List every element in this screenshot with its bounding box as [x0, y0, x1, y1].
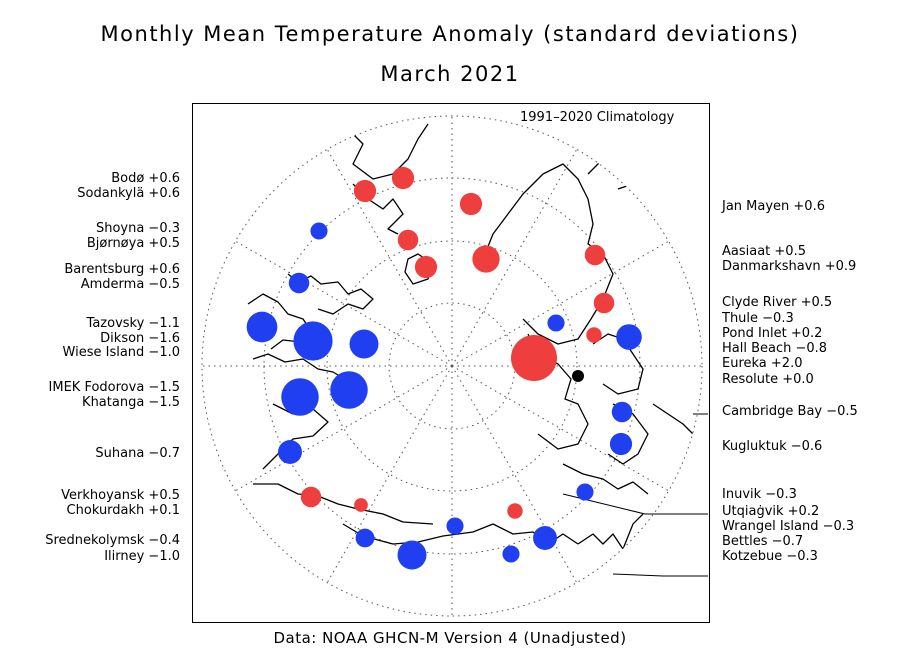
station-label: Inuvik −0.3: [722, 487, 797, 502]
station-label: Eureka +2.0: [722, 356, 803, 371]
station-dot: [355, 528, 375, 548]
station-dot: [593, 292, 615, 314]
station-label: Tazovsky −1.1: [86, 316, 180, 331]
station-dot: [397, 229, 419, 251]
station-dot: [397, 540, 427, 570]
station-dot: [281, 378, 319, 416]
polar-map: [192, 103, 710, 623]
station-label: Bettles −0.7: [722, 534, 804, 549]
station-markers: [246, 166, 642, 570]
station-dot: [278, 440, 302, 464]
station-label: Shoyna −0.3: [95, 221, 180, 236]
station-label: Utqiaġvik +0.2: [722, 504, 820, 519]
station-label: Ilirney −1.0: [104, 549, 180, 564]
map-canvas: [201, 115, 708, 617]
chart-title: Monthly Mean Temperature Anomaly (standa…: [100, 22, 800, 46]
station-dot: [616, 324, 642, 350]
station-label: Kugluktuk −0.6: [722, 439, 823, 454]
station-label: Sodankylä +0.6: [77, 186, 180, 201]
station-label: IMEK Fodorova −1.5: [48, 380, 180, 395]
station-dot: [472, 245, 500, 273]
station-dot: [354, 498, 368, 512]
station-label: Resolute +0.0: [722, 372, 814, 387]
station-dot: [300, 486, 322, 508]
data-source-footer: Data: NOAA GHCN-M Version 4 (Unadjusted): [273, 629, 627, 647]
station-label: Cambridge Bay −0.5: [722, 404, 858, 419]
station-label: Amderma −0.5: [80, 277, 180, 292]
station-dot: [586, 327, 602, 343]
climatology-label: 1991–2020 Climatology: [520, 110, 675, 125]
station-label: Wrangel Island −0.3: [722, 519, 855, 534]
station-dot: [353, 179, 377, 203]
station-label: Clyde River +0.5: [722, 295, 833, 310]
station-dot: [459, 192, 483, 216]
station-label: Khatanga −1.5: [82, 395, 180, 410]
station-label: Jan Mayen +0.6: [722, 199, 825, 214]
station-label: Kotzebue −0.3: [722, 549, 818, 564]
station-label: Thule −0.3: [722, 311, 794, 326]
station-dot: [414, 255, 438, 279]
station-label: Srednekolymsk −0.4: [45, 533, 180, 548]
station-label: Bjørnøya +0.5: [86, 236, 180, 251]
station-label: Aasiaat +0.5: [722, 244, 806, 259]
coastlines: [247, 123, 702, 550]
station-dot: [507, 503, 523, 519]
station-label: Pond Inlet +0.2: [722, 326, 823, 341]
station-label: Suhana −0.7: [95, 446, 180, 461]
station-label: Hall Beach −0.8: [722, 341, 828, 356]
chart-subtitle: March 2021: [380, 62, 520, 86]
station-label: Wiese Island −1.0: [62, 345, 180, 360]
station-dot: [293, 321, 333, 361]
station-dot: [330, 371, 368, 409]
station-dot: [310, 222, 328, 240]
station-dot: [584, 244, 606, 266]
station-dot: [609, 432, 633, 456]
station-label: Chokurdakh +0.1: [66, 503, 180, 518]
station-dot: [511, 335, 557, 381]
station-dot: [533, 526, 557, 550]
station-dot: [446, 517, 464, 535]
station-dot: [246, 311, 278, 343]
station-dot: [547, 314, 565, 332]
borders: [562, 413, 708, 577]
station-dot: [288, 272, 310, 294]
station-label: Bodø +0.6: [111, 171, 180, 186]
station-label: Verkhoyansk +0.5: [61, 488, 180, 503]
station-dot: [572, 370, 584, 382]
meridians: [202, 116, 702, 616]
station-dot: [611, 401, 633, 423]
station-label: Danmarkshavn +0.9: [722, 259, 857, 274]
station-dot: [349, 329, 379, 359]
station-label: Barentsburg +0.6: [64, 262, 180, 277]
station-label: Dikson −1.6: [100, 331, 180, 346]
station-dot: [391, 166, 415, 190]
station-dot: [576, 483, 594, 501]
station-dot: [502, 545, 520, 563]
